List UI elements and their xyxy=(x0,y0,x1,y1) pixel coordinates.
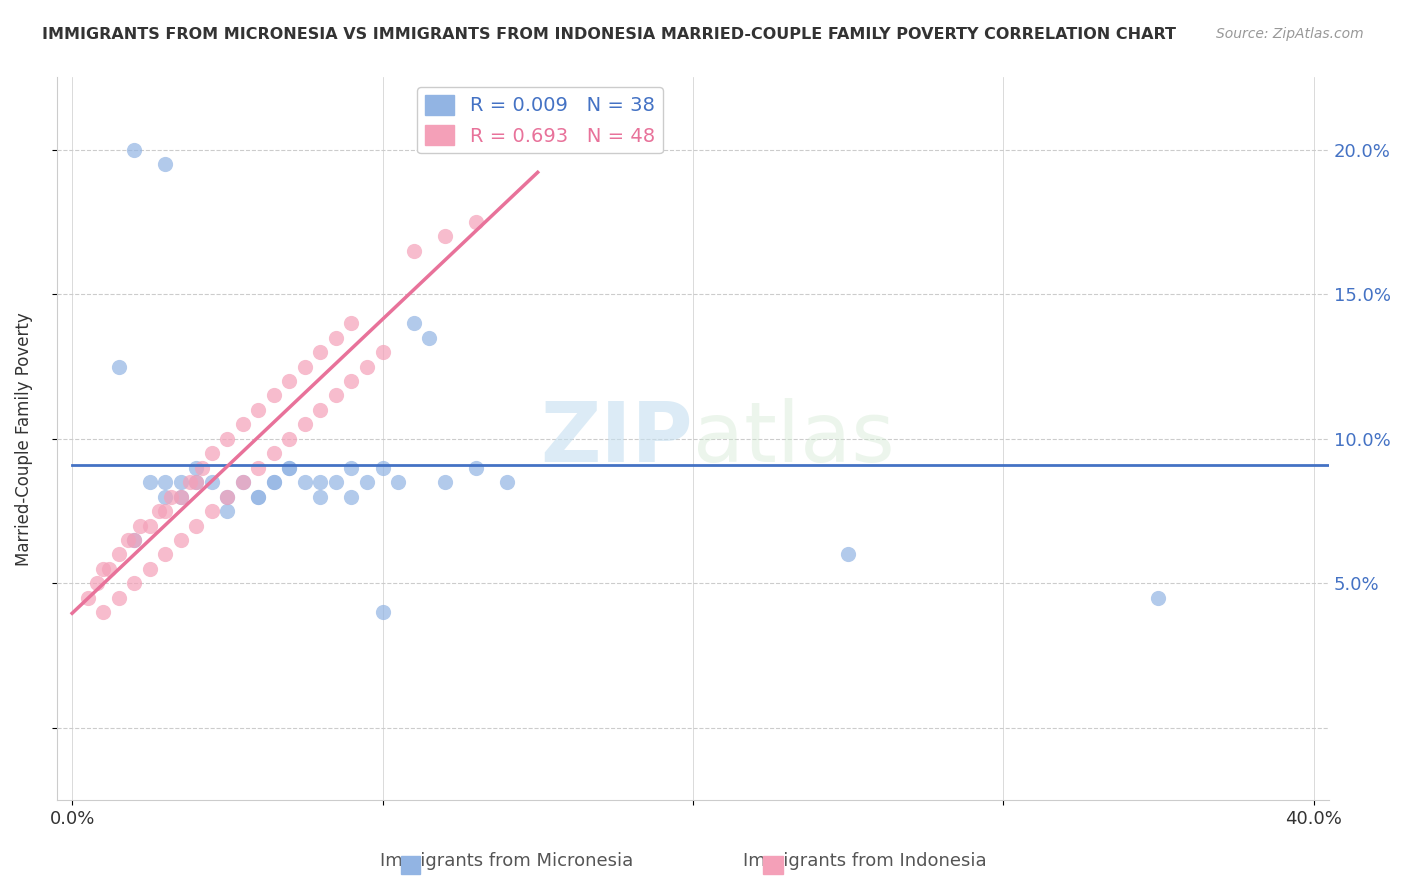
Point xyxy=(278,432,301,446)
Point xyxy=(232,475,254,490)
Point xyxy=(91,562,114,576)
Point xyxy=(340,316,363,330)
Point xyxy=(170,533,193,547)
Point xyxy=(217,504,239,518)
Text: ZIP: ZIP xyxy=(540,399,693,479)
Point xyxy=(371,345,394,359)
Point xyxy=(217,490,239,504)
Point xyxy=(201,504,224,518)
Point xyxy=(155,548,177,562)
Point xyxy=(325,388,347,402)
Point xyxy=(247,460,270,475)
Point xyxy=(356,475,378,490)
Point xyxy=(309,490,332,504)
Text: Source: ZipAtlas.com: Source: ZipAtlas.com xyxy=(1216,27,1364,41)
Point xyxy=(371,460,394,475)
Point xyxy=(98,562,121,576)
Point xyxy=(418,331,440,345)
Point xyxy=(263,475,285,490)
Point xyxy=(138,562,160,576)
Legend: R = 0.009   N = 38, R = 0.693   N = 48: R = 0.009 N = 38, R = 0.693 N = 48 xyxy=(418,87,662,153)
Point xyxy=(217,490,239,504)
Point xyxy=(325,331,347,345)
Point xyxy=(294,475,316,490)
Point xyxy=(122,533,145,547)
Text: IMMIGRANTS FROM MICRONESIA VS IMMIGRANTS FROM INDONESIA MARRIED-COUPLE FAMILY PO: IMMIGRANTS FROM MICRONESIA VS IMMIGRANTS… xyxy=(42,27,1177,42)
Point xyxy=(122,143,145,157)
Point xyxy=(278,460,301,475)
Point xyxy=(179,475,201,490)
Point xyxy=(201,475,224,490)
Point xyxy=(155,157,177,171)
Point xyxy=(402,316,425,330)
Point xyxy=(170,490,193,504)
Point xyxy=(464,215,486,229)
Point xyxy=(309,345,332,359)
Point xyxy=(278,460,301,475)
Point xyxy=(387,475,409,490)
Point xyxy=(170,490,193,504)
Point xyxy=(464,460,486,475)
Point xyxy=(263,388,285,402)
Point xyxy=(309,403,332,417)
Point xyxy=(356,359,378,374)
Point xyxy=(91,605,114,619)
Point xyxy=(155,475,177,490)
Point xyxy=(340,460,363,475)
Point xyxy=(148,504,170,518)
Point xyxy=(340,374,363,388)
Point xyxy=(433,475,456,490)
Point xyxy=(263,475,285,490)
Point xyxy=(325,475,347,490)
Y-axis label: Married-Couple Family Poverty: Married-Couple Family Poverty xyxy=(15,312,32,566)
Point xyxy=(247,490,270,504)
Point xyxy=(138,518,160,533)
Point xyxy=(402,244,425,258)
Point xyxy=(160,490,183,504)
Point xyxy=(217,432,239,446)
Point xyxy=(294,417,316,432)
Point xyxy=(294,359,316,374)
Point xyxy=(122,533,145,547)
Point xyxy=(201,446,224,460)
Point xyxy=(186,475,208,490)
Point xyxy=(155,490,177,504)
Point xyxy=(138,475,160,490)
Point xyxy=(191,460,214,475)
Text: Immigrants from Indonesia: Immigrants from Indonesia xyxy=(742,852,987,870)
Point xyxy=(1147,591,1170,605)
Point xyxy=(340,490,363,504)
Point xyxy=(129,518,152,533)
Point xyxy=(263,446,285,460)
Point xyxy=(107,359,129,374)
Point xyxy=(232,475,254,490)
Point xyxy=(247,490,270,504)
Point xyxy=(117,533,139,547)
Point xyxy=(232,417,254,432)
Point xyxy=(186,475,208,490)
Text: atlas: atlas xyxy=(693,399,894,479)
Point xyxy=(495,475,517,490)
Point xyxy=(186,460,208,475)
Point xyxy=(247,403,270,417)
Point xyxy=(76,591,98,605)
Point xyxy=(309,475,332,490)
Point xyxy=(278,374,301,388)
Point xyxy=(86,576,108,591)
Text: Immigrants from Micronesia: Immigrants from Micronesia xyxy=(380,852,633,870)
Point xyxy=(433,229,456,244)
Point xyxy=(155,504,177,518)
Point xyxy=(837,548,859,562)
Point xyxy=(186,518,208,533)
Point xyxy=(371,605,394,619)
Point xyxy=(107,548,129,562)
Point xyxy=(107,591,129,605)
Point xyxy=(122,576,145,591)
Point xyxy=(170,475,193,490)
